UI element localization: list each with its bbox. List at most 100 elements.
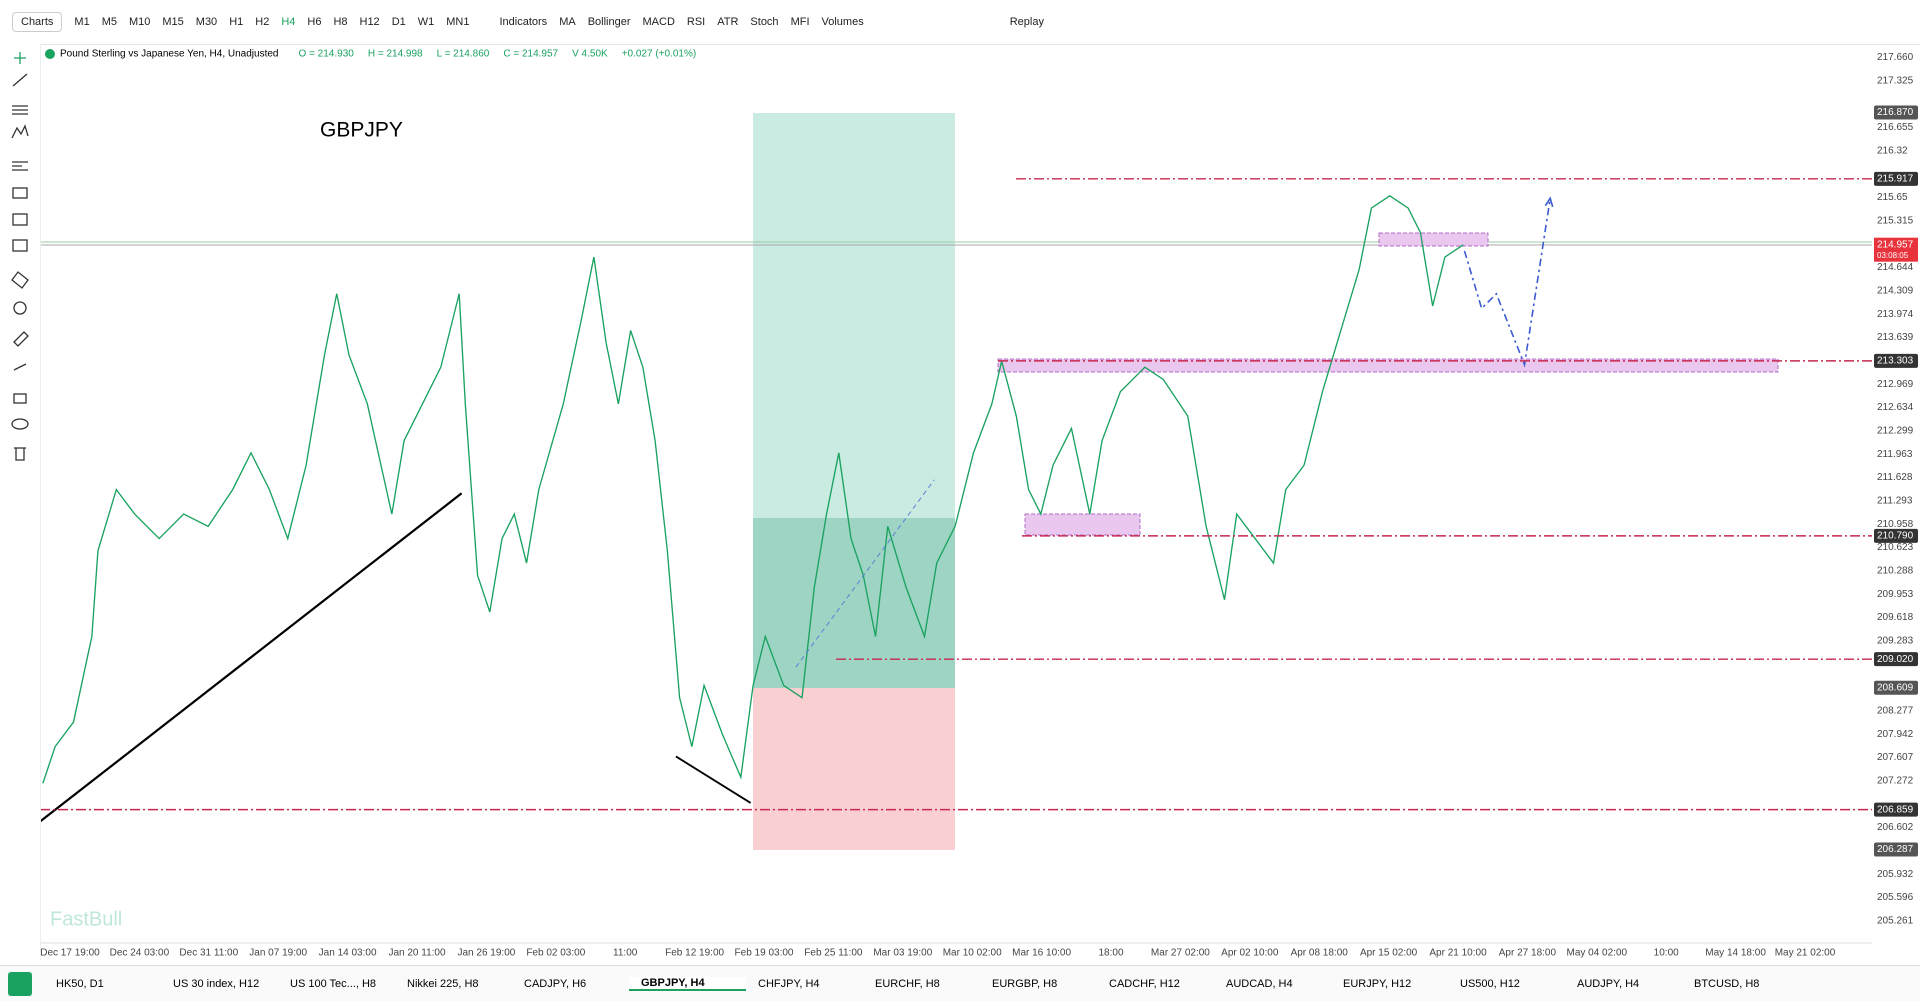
level-label-bg (1874, 353, 1918, 368)
price-label: 209.618 (1877, 612, 1914, 623)
price-label: 213.974 (1877, 309, 1914, 320)
time-label: 18:00 (1098, 948, 1123, 959)
timeframe[interactable]: M15 (162, 16, 184, 28)
level-label: 210.790 (1877, 531, 1914, 542)
price-path (42, 195, 1464, 784)
symbol-tab[interactable]: US500, H12 (1460, 977, 1520, 990)
study[interactable]: Stoch (750, 16, 779, 28)
symbol-tab[interactable]: US 30 index, H12 (173, 977, 260, 990)
projection-arrow (1544, 196, 1554, 208)
box-level-label: 216.870 (1877, 107, 1914, 118)
price-label: 210.958 (1877, 519, 1914, 530)
demand-zone (1024, 513, 1141, 536)
loss-zone (753, 688, 955, 850)
time-label: Dec 31 11:00 (179, 948, 238, 959)
level-label: 215.917 (1877, 173, 1914, 184)
time-label: Feb 25 11:00 (804, 948, 863, 959)
time-label: Jan 26 19:00 (457, 948, 515, 959)
timeframe[interactable]: M5 (101, 16, 117, 28)
price-label: 212.299 (1877, 425, 1914, 436)
time-label: May 04 02:00 (1566, 948, 1627, 959)
timeframe[interactable]: W1 (417, 16, 435, 28)
price-label: 215.65 (1877, 192, 1908, 203)
time-label: Mar 27 02:00 (1151, 948, 1210, 959)
time-label: Apr 21 10:00 (1429, 948, 1487, 959)
price-label: 210.288 (1877, 565, 1914, 576)
timeframe[interactable]: H4 (281, 16, 296, 28)
study[interactable]: Bollinger (587, 16, 631, 28)
symbol-tab[interactable]: EURJPY, H12 (1343, 977, 1412, 990)
symbol-tab[interactable]: EURGBP, H8 (992, 977, 1058, 990)
symbol-tab[interactable]: BTCUSD, H8 (1694, 977, 1760, 990)
charts-button[interactable]: Charts (12, 12, 63, 32)
time-label: Dec 17 19:00 (40, 948, 100, 959)
time-label: May 14 18:00 (1705, 948, 1766, 959)
price-label: 211.963 (1877, 449, 1913, 460)
price-label: 215.315 (1877, 215, 1914, 226)
symbol-tab[interactable]: HK50, D1 (56, 977, 104, 990)
box-level-label: 206.287 (1877, 844, 1914, 855)
profit-zone (753, 113, 955, 518)
header-value: C = 214.957 (503, 49, 558, 60)
timeframe[interactable]: H1 (229, 16, 244, 28)
time-label: Apr 08 18:00 (1291, 948, 1349, 959)
price-label: 206.602 (1877, 822, 1914, 833)
study[interactable]: MACD (642, 16, 675, 28)
price-label: 207.607 (1877, 752, 1914, 763)
price-label: 205.596 (1877, 892, 1914, 903)
symbol-tab[interactable]: CADCHF, H12 (1109, 977, 1180, 990)
time-label: Jan 14 03:00 (319, 948, 377, 959)
study[interactable]: Volumes (821, 16, 864, 28)
symbol-name: Pound Sterling vs Japanese Yen, H4, Unad… (60, 49, 279, 60)
timeframe[interactable]: H6 (307, 16, 322, 28)
symbol-tab[interactable]: GBPJPY, H4 (629, 976, 746, 991)
time-label: Dec 24 03:00 (110, 948, 170, 959)
symbol-tab[interactable]: CHFJPY, H4 (758, 977, 820, 990)
study[interactable]: MFI (790, 16, 810, 28)
header-value: +0.027 (+0.01%) (622, 49, 697, 60)
top-toolbar: Charts M1 M5 M10 M15 M30 H1 H2 H4 H6 H8 H12 D1 W1 MN1 I… (0, 0, 1920, 45)
replay-button[interactable]: Replay (1009, 16, 1044, 28)
price-label: 210.623 (1877, 542, 1914, 553)
price-label: 209.283 (1877, 635, 1914, 646)
drawing-toolbar (0, 44, 41, 960)
time-label: May 21 02:00 (1775, 948, 1836, 959)
symbol-tab[interactable]: US 100 Tec..., H8 (290, 977, 377, 990)
timeframe[interactable]: H12 (359, 16, 380, 28)
time-label: Mar 16 10:00 (1012, 948, 1071, 959)
symbol-tab[interactable]: CADJPY, H6 (524, 977, 587, 990)
time-label: Feb 02 03:00 (526, 948, 585, 959)
indicators-button[interactable]: Indicators (499, 16, 548, 28)
supply-zone (997, 358, 1779, 373)
symbol-tab[interactable]: Nikkei 225, H8 (407, 977, 479, 990)
study[interactable]: RSI (686, 16, 706, 28)
timeframe[interactable]: M10 (128, 16, 151, 28)
level-label: 213.303 (1877, 356, 1914, 367)
time-label: Jan 07 19:00 (249, 948, 307, 959)
trend-line (675, 755, 752, 804)
study[interactable]: ATR (717, 16, 739, 28)
symbol-tab[interactable]: AUDJPY, H4 (1577, 977, 1640, 990)
symbol-tab[interactable]: EURCHF, H8 (875, 977, 940, 990)
time-label: 10:00 (1654, 948, 1679, 959)
timeframe[interactable]: H8 (333, 16, 348, 28)
price-label: 205.261 (1877, 916, 1914, 927)
time-label: Mar 10 02:00 (943, 948, 1002, 959)
tab-bar: HK50, D1 US 30 index, H12 US 100 Tec..., H… (0, 965, 1920, 1001)
study[interactable]: MA (559, 16, 576, 28)
favorites[interactable] (8, 971, 32, 996)
projection (1463, 198, 1552, 368)
timeframe[interactable]: D1 (391, 16, 406, 28)
timeframe[interactable]: H2 (255, 16, 270, 28)
timeframe[interactable]: MN1 (446, 16, 470, 28)
trend-line (39, 492, 463, 823)
time-label: Apr 15 02:00 (1360, 948, 1418, 959)
symbol-tab[interactable]: AUDCAD, H4 (1226, 977, 1293, 990)
level-label-bg (1874, 171, 1918, 186)
box-level-label: 208.609 (1877, 682, 1914, 693)
current-price-bg (1874, 237, 1918, 262)
timeframe[interactable]: M30 (195, 16, 218, 28)
entry-zone (753, 518, 955, 688)
timeframe[interactable]: M1 (74, 16, 90, 28)
level-label-bg (1874, 528, 1918, 543)
